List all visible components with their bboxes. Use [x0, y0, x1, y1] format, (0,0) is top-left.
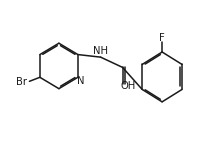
Text: Br: Br [16, 77, 27, 87]
Text: OH: OH [120, 81, 136, 91]
Text: NH: NH [93, 46, 108, 56]
Text: F: F [159, 33, 165, 43]
Text: N: N [77, 75, 84, 86]
